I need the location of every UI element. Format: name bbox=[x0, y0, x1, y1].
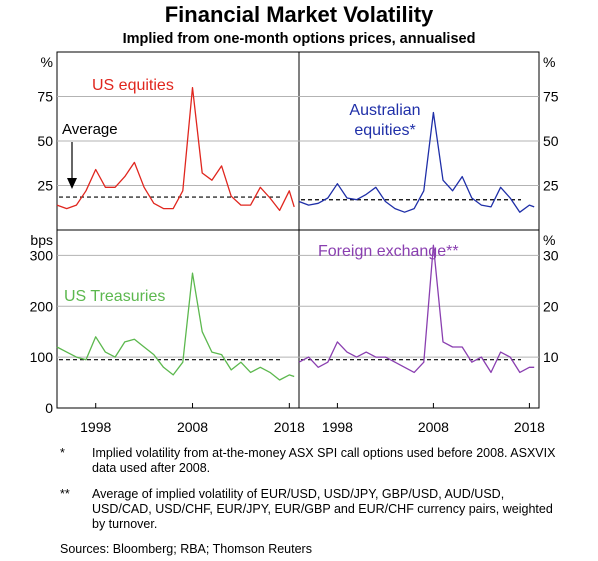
series-line bbox=[56, 272, 295, 381]
x-tick-label: 2008 bbox=[177, 419, 208, 435]
y-tick-label: 0 bbox=[45, 400, 53, 416]
y-unit-label: % bbox=[543, 232, 555, 248]
y-tick-label: 50 bbox=[543, 133, 559, 149]
figure: Financial Market Volatility Implied from… bbox=[30, 2, 559, 435]
y-tick-label: 100 bbox=[30, 349, 54, 365]
y-unit-label: % bbox=[41, 54, 53, 70]
x-tick-label: 2008 bbox=[418, 419, 449, 435]
chart-title: Financial Market Volatility bbox=[165, 2, 434, 27]
y-tick-label: 50 bbox=[37, 133, 53, 149]
series-label: US equities bbox=[92, 77, 174, 94]
y-tick-label: 20 bbox=[543, 298, 559, 314]
y-tick-label: 25 bbox=[543, 178, 559, 194]
series-line bbox=[298, 111, 535, 213]
y-tick-label: 75 bbox=[37, 89, 53, 105]
sources-line: Sources: Bloomberg; RBA; Thomson Reuters bbox=[60, 542, 312, 556]
footnote-text: Average of implied volatility of EUR/USD… bbox=[92, 487, 553, 531]
chart-subtitle: Implied from one-month options prices, a… bbox=[123, 31, 476, 47]
y-tick-label: 10 bbox=[543, 349, 559, 365]
footnote-mark: * bbox=[60, 446, 65, 460]
average-label: Average bbox=[62, 121, 118, 138]
y-tick-label: 300 bbox=[30, 247, 54, 263]
y-tick-label: 30 bbox=[543, 247, 559, 263]
y-unit-label: % bbox=[543, 54, 555, 70]
footnote-text: Implied volatility from at-the-money ASX… bbox=[92, 446, 556, 475]
series-label: US Treasuries bbox=[64, 288, 165, 305]
series-line bbox=[56, 86, 295, 212]
footnote-mark: ** bbox=[60, 487, 70, 501]
x-tick-label: 2018 bbox=[274, 419, 305, 435]
x-tick-label: 2018 bbox=[514, 419, 545, 435]
average-arrow-head bbox=[67, 178, 77, 189]
y-unit-label: bps bbox=[30, 232, 53, 248]
y-tick-label: 25 bbox=[37, 178, 53, 194]
series-label: Foreign exchange** bbox=[318, 243, 459, 260]
series-label: Australian equities* bbox=[349, 102, 420, 139]
y-tick-label: 75 bbox=[543, 89, 559, 105]
x-tick-label: 1998 bbox=[322, 419, 353, 435]
x-tick-label: 1998 bbox=[80, 419, 111, 435]
y-tick-label: 200 bbox=[30, 298, 54, 314]
series-line bbox=[298, 244, 535, 374]
